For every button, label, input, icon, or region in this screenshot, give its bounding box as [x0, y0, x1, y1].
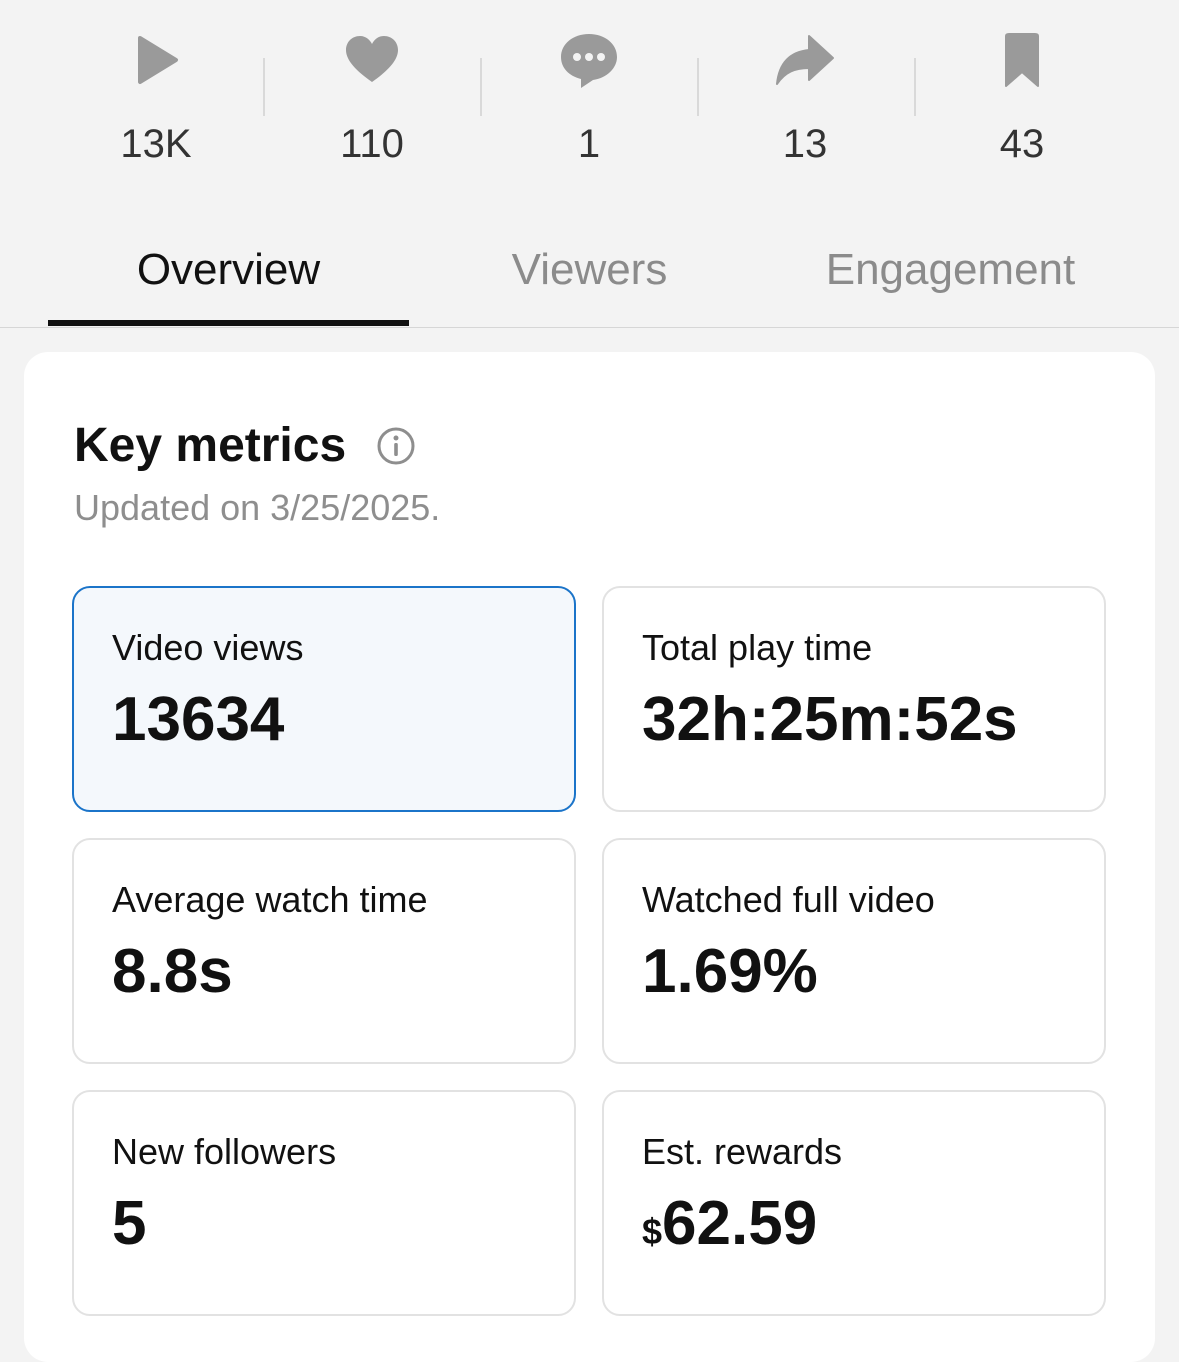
- key-metrics-title: Key metrics: [74, 419, 347, 472]
- metric-label: Est. rewards: [642, 1131, 843, 1172]
- stat-plays[interactable]: 13K: [56, 30, 256, 168]
- active-tab-indicator: [48, 320, 409, 326]
- tab-viewers[interactable]: Viewers: [511, 245, 668, 294]
- metric-value: 1.69%: [642, 937, 818, 1006]
- tab-engagement[interactable]: Engagement: [825, 245, 1076, 294]
- share-icon: [776, 35, 834, 85]
- stat-likes-count: 110: [340, 122, 404, 166]
- stat-comments-count: 1: [577, 122, 601, 166]
- metric-value: 32h:25m:52s: [642, 685, 1018, 754]
- heart-icon: [346, 36, 398, 82]
- tab-overview[interactable]: Overview: [136, 245, 321, 294]
- stat-comments[interactable]: 1: [489, 30, 689, 168]
- stat-saves[interactable]: 43: [922, 30, 1122, 168]
- stat-shares[interactable]: 13: [705, 30, 905, 168]
- stat-shares-count: 13: [782, 122, 828, 166]
- metric-label: Average watch time: [112, 879, 428, 920]
- rewards-amount: 62.59: [662, 1189, 818, 1258]
- analytics-tabs: Overview Viewers Engagement: [0, 228, 1179, 328]
- stat-plays-count: 13K: [120, 122, 192, 166]
- key-metrics-card: Key metrics Updated on 3/25/2025. Video …: [24, 352, 1155, 1362]
- comment-icon: [561, 34, 617, 88]
- metric-new-followers[interactable]: New followers 5: [72, 1090, 576, 1316]
- metric-total-play-time[interactable]: Total play time 32h:25m:52s: [602, 586, 1106, 812]
- metric-label: Watched full video: [642, 879, 935, 920]
- metric-value: 8.8s: [112, 937, 233, 1006]
- metric-label: Video views: [112, 627, 304, 668]
- metric-average-watch-time[interactable]: Average watch time 8.8s: [72, 838, 576, 1064]
- updated-date: Updated on 3/25/2025.: [74, 487, 441, 528]
- bookmark-icon: [1005, 33, 1039, 87]
- video-stats-bar: 13K 110 1 13 43: [0, 0, 1179, 200]
- metric-label: Total play time: [642, 627, 873, 668]
- metric-value: 5: [112, 1189, 147, 1258]
- play-icon: [138, 36, 178, 84]
- info-icon[interactable]: [376, 426, 416, 466]
- metric-label: New followers: [112, 1131, 337, 1172]
- stat-divider: [914, 58, 916, 116]
- metric-value: $62.59: [642, 1188, 817, 1268]
- currency-symbol: $: [642, 1211, 663, 1252]
- metric-value: 13634: [112, 685, 285, 754]
- metric-est-rewards[interactable]: Est. rewards $62.59: [602, 1090, 1106, 1316]
- stat-saves-count: 43: [999, 122, 1045, 166]
- stat-divider: [480, 58, 482, 116]
- metric-video-views[interactable]: Video views 13634: [72, 586, 576, 812]
- metric-watched-full-video[interactable]: Watched full video 1.69%: [602, 838, 1106, 1064]
- stat-divider: [697, 58, 699, 116]
- stat-divider: [263, 58, 265, 116]
- stat-likes[interactable]: 110: [272, 30, 472, 168]
